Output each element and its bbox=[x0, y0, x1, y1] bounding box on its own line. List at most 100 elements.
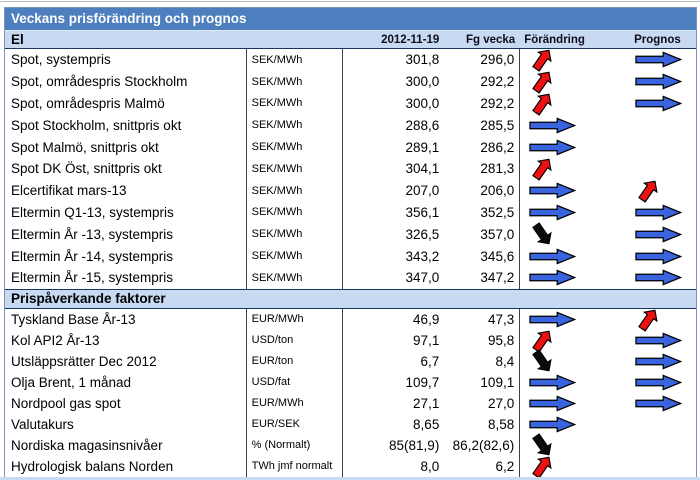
change-arrow-cell bbox=[520, 114, 609, 136]
change-arrow-cell bbox=[520, 136, 609, 158]
prognosis-arrow-cell bbox=[609, 309, 696, 332]
up-arrow-icon bbox=[532, 456, 552, 479]
previous-value: 296,0 bbox=[444, 49, 521, 71]
row-unit: SEK/MWh bbox=[247, 49, 344, 71]
current-value: 97,1 bbox=[413, 332, 440, 348]
table-row: Valutakurs EUR/SEK 8,65 8,58 bbox=[5, 413, 696, 435]
row-unit: % (Normalt) bbox=[247, 434, 344, 456]
right-arrow-icon bbox=[635, 332, 683, 349]
prognosis-arrow-cell bbox=[609, 393, 696, 414]
row-label: Nordiska magasinsnivåer bbox=[5, 434, 247, 456]
current-value: 27,1 bbox=[413, 395, 440, 411]
table-row: Spot, områdespris Malmö SEK/MWh 300,0 29… bbox=[5, 92, 696, 116]
previous-value: 286,2 bbox=[444, 136, 521, 158]
previous-value: 357,0 bbox=[444, 223, 521, 246]
down-arrow-icon bbox=[532, 433, 552, 456]
right-arrow-icon bbox=[635, 95, 683, 112]
row-label: Eltermin År -14, systempris bbox=[5, 245, 247, 267]
row-label: Spot, områdespris Malmö bbox=[5, 92, 247, 115]
up-arrow-icon bbox=[638, 309, 658, 332]
previous-value: 206,0 bbox=[444, 179, 521, 202]
change-arrow-cell bbox=[520, 414, 609, 435]
prognosis-arrow-cell bbox=[609, 180, 696, 203]
previous-value: 292,2 bbox=[444, 92, 521, 115]
current-value: 300,0 bbox=[405, 95, 440, 111]
change-arrow-cell bbox=[520, 330, 609, 353]
right-arrow-icon bbox=[635, 73, 683, 90]
previous-value: 109,1 bbox=[444, 371, 521, 393]
top-divider-line bbox=[0, 1, 700, 2]
change-arrow-cell bbox=[520, 158, 609, 182]
change-arrow-cell bbox=[520, 393, 609, 414]
change-arrow-cell bbox=[520, 267, 609, 289]
right-arrow-icon bbox=[635, 51, 683, 68]
table-row: Hydrologisk balans Norden TWh jmf normal… bbox=[5, 455, 696, 479]
current-value: 301,8 bbox=[405, 52, 440, 68]
row-label: Kol API2 År-13 bbox=[5, 329, 247, 351]
column-header-unit-spacer bbox=[247, 31, 344, 48]
prognosis-arrow-cell bbox=[609, 245, 696, 267]
bottom-strip bbox=[0, 477, 700, 480]
table-row: Elcertifikat mars-13 SEK/MWh 207,0 206,0 bbox=[5, 179, 696, 203]
row-unit: SEK/MWh bbox=[247, 92, 344, 115]
row-label: Hydrologisk balans Norden bbox=[5, 455, 247, 477]
previous-value: 8,4 bbox=[444, 350, 521, 372]
prognosis-arrow-cell bbox=[609, 136, 696, 158]
row-unit: USD/ton bbox=[247, 329, 344, 351]
row-label: Spot, områdespris Stockholm bbox=[5, 70, 247, 93]
prognosis-arrow-cell bbox=[609, 435, 696, 456]
current-value: 288,6 bbox=[405, 117, 440, 133]
el-section-rows: Spot, systempris SEK/MWh 301,8 296,0 Spo… bbox=[5, 49, 696, 289]
table-row: Utsläppsrätter Dec 2012 EUR/ton 6,7 8,4 bbox=[5, 349, 696, 372]
previous-value: 352,5 bbox=[444, 201, 521, 224]
change-arrow-cell bbox=[520, 180, 609, 202]
prognosis-arrow-cell bbox=[609, 223, 696, 245]
prognosis-arrow-cell bbox=[609, 202, 696, 224]
row-label: Spot, systempris bbox=[5, 49, 247, 71]
current-value: 207,0 bbox=[405, 183, 440, 199]
previous-value: 292,2 bbox=[444, 70, 521, 93]
right-arrow-icon bbox=[635, 204, 683, 221]
row-unit: EUR/MWh bbox=[247, 308, 344, 330]
change-arrow-cell bbox=[520, 372, 609, 393]
previous-value: 47,3 bbox=[444, 308, 521, 330]
up-arrow-icon bbox=[532, 158, 552, 182]
row-unit: EUR/MWh bbox=[247, 392, 344, 414]
current-value: 304,1 bbox=[405, 161, 440, 177]
row-label: Spot Malmö, snittpris okt bbox=[5, 136, 247, 158]
row-unit: SEK/MWh bbox=[247, 223, 344, 246]
table-row: Nordpool gas spot EUR/MWh 27,1 27,0 bbox=[5, 392, 696, 414]
prognosis-arrow-cell bbox=[609, 456, 696, 477]
right-arrow-icon bbox=[529, 269, 577, 286]
change-arrow-cell bbox=[520, 49, 609, 73]
current-value: 347,0 bbox=[405, 270, 440, 286]
column-header-date: 2012-11-19 bbox=[381, 33, 440, 46]
right-arrow-icon bbox=[529, 374, 577, 391]
change-arrow-cell bbox=[520, 202, 609, 224]
row-unit: SEK/MWh bbox=[247, 70, 344, 93]
row-unit: SEK/MWh bbox=[247, 179, 344, 202]
current-value: 46,9 bbox=[413, 311, 440, 327]
up-arrow-icon bbox=[532, 93, 552, 116]
previous-value: 86,2(82,6) bbox=[444, 434, 521, 456]
right-arrow-icon bbox=[529, 416, 577, 433]
row-unit: SEK/MWh bbox=[247, 245, 344, 267]
row-label: Utsläppsrätter Dec 2012 bbox=[5, 350, 247, 372]
row-unit: SEK/MWh bbox=[247, 266, 344, 289]
previous-value: 345,6 bbox=[444, 245, 521, 267]
table-row: Nordiska magasinsnivåer % (Normalt) 85(8… bbox=[5, 433, 696, 456]
column-header-previous-week: Fg vecka bbox=[465, 33, 516, 46]
table-row: Tyskland Base År-13 EUR/MWh 46,9 47,3 bbox=[5, 308, 696, 332]
right-arrow-icon bbox=[635, 395, 683, 412]
right-arrow-icon bbox=[635, 353, 683, 370]
row-label: Spot DK Öst, snittpris okt bbox=[5, 157, 247, 180]
prognosis-arrow-cell bbox=[609, 93, 696, 115]
change-arrow-cell bbox=[520, 309, 609, 330]
change-arrow-cell bbox=[520, 245, 609, 267]
previous-value: 8,58 bbox=[444, 413, 521, 435]
up-arrow-icon bbox=[532, 71, 552, 94]
row-unit: SEK/MWh bbox=[247, 136, 344, 158]
change-arrow-cell bbox=[520, 222, 609, 245]
row-unit: EUR/ton bbox=[247, 350, 344, 372]
current-value: 326,5 bbox=[405, 226, 440, 242]
